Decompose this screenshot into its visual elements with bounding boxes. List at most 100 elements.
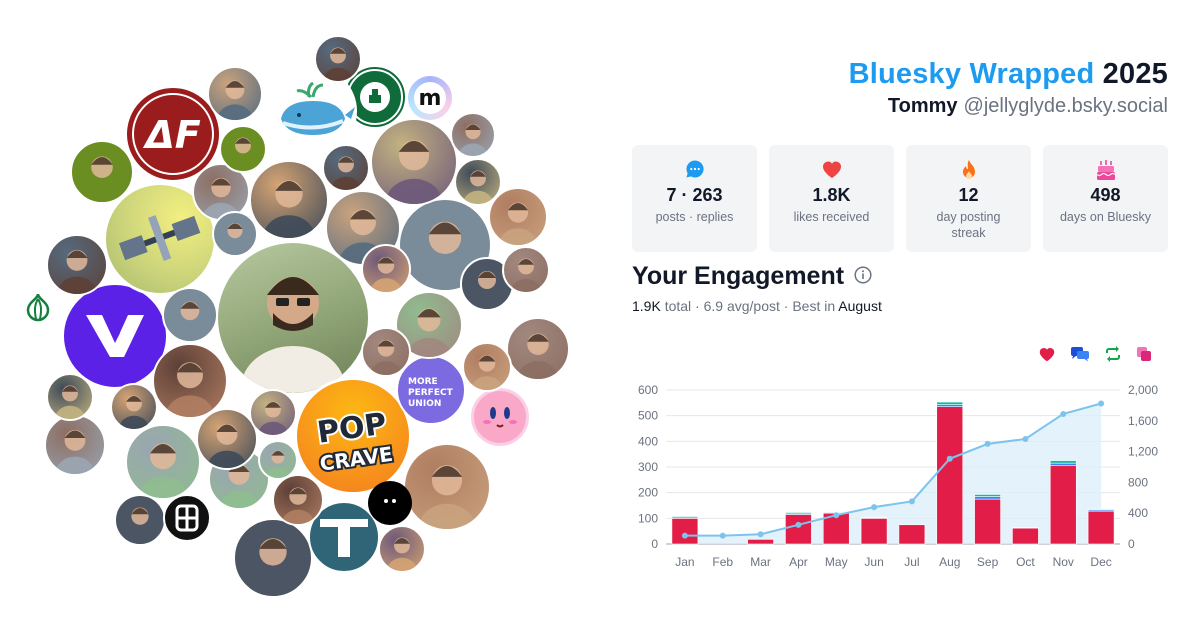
cumulative-point	[908, 498, 915, 505]
cumulative-point	[719, 532, 726, 539]
avatar	[322, 144, 370, 192]
x-tick-label: Apr	[789, 555, 808, 569]
avatar	[125, 424, 201, 500]
avatar	[502, 246, 550, 294]
reply-icon	[1070, 346, 1090, 362]
avatar	[258, 440, 298, 480]
stat-value: 7 · 263	[666, 185, 723, 205]
bar-segment	[936, 404, 964, 407]
avatar	[215, 240, 371, 396]
avatar	[361, 244, 411, 294]
cumulative-line	[684, 402, 1102, 537]
bar-segment	[1012, 527, 1039, 545]
stat-days: 498 days on Bluesky	[1043, 145, 1168, 252]
cake-icon	[1043, 159, 1168, 181]
avatar	[44, 414, 106, 476]
avatar	[450, 112, 496, 158]
bar-segment	[974, 496, 1001, 500]
avatar	[488, 187, 548, 247]
x-tick-label: Sep	[977, 555, 999, 569]
x-tick-label: Mar	[750, 555, 771, 569]
engagement-title: Your Engagement	[632, 262, 872, 291]
engagement-best-month: August	[838, 298, 882, 314]
bar-segment	[936, 406, 964, 545]
y-tick-label: 500	[638, 409, 658, 423]
stat-streak: 12 day posting streak	[906, 145, 1031, 252]
avatar-bubble-cloud: POP CRAVE ΔF MORE PERFECT UNION m	[22, 35, 570, 598]
info-icon[interactable]	[854, 262, 872, 291]
avatar	[249, 160, 329, 240]
avatar	[70, 140, 134, 204]
y-tick-label: 200	[638, 486, 658, 500]
avatar-monogram	[163, 494, 211, 542]
cumulative-area	[684, 403, 1102, 544]
x-tick-label: May	[825, 555, 848, 569]
y-tick-label: 300	[638, 460, 658, 474]
stat-value: 1.8K	[812, 185, 851, 205]
svg-text:PERFECT: PERFECT	[408, 388, 454, 398]
y-tick-label: 0	[651, 537, 658, 551]
cumulative-point	[984, 440, 991, 447]
title-brand: Bluesky Wrapped	[848, 58, 1095, 90]
page-title: Bluesky Wrapped 2025	[849, 58, 1168, 91]
avatar	[506, 317, 570, 381]
engagement-title-text: Your Engagement	[632, 262, 845, 290]
header: Bluesky Wrapped 2025 Tommy @jellyglyde.bs…	[849, 58, 1168, 118]
avatar-black-cat	[368, 481, 412, 525]
stat-likes: 1.8K likes received	[769, 145, 894, 252]
speech-bubble-icon	[632, 159, 757, 181]
avatar-space-station	[103, 182, 217, 296]
stat-label: day posting streak	[936, 210, 1001, 240]
avatar	[249, 389, 297, 437]
bar-segment	[936, 401, 964, 405]
svg-text:m: m	[419, 86, 442, 111]
avatar	[361, 327, 411, 377]
display-name: Tommy	[887, 95, 958, 117]
avatar	[46, 373, 94, 421]
avatar	[403, 443, 491, 531]
bar-segment	[785, 514, 812, 545]
avatar	[398, 198, 492, 292]
avatar-kirby	[469, 386, 531, 448]
user-line: Tommy @jellyglyde.bsky.social	[849, 95, 1168, 118]
y2-tick-label: 1,200	[1128, 445, 1158, 459]
avatar	[196, 408, 258, 470]
bar-segment	[671, 515, 699, 518]
avatar-verge	[61, 282, 169, 390]
bar-segment	[898, 524, 926, 545]
x-tick-label: Nov	[1053, 555, 1074, 569]
cumulative-point	[833, 512, 840, 519]
y2-tick-label: 400	[1128, 506, 1148, 520]
avatar-pop-crave: POP CRAVE	[294, 377, 412, 495]
bar-segment	[747, 539, 774, 545]
bar-segment	[974, 498, 1001, 545]
engagement-summary: 1.9K total · 6.9 avg/post · Best in Augu…	[632, 298, 882, 314]
cumulative-point	[871, 504, 878, 511]
onion-icon	[22, 291, 54, 323]
cumulative-point	[946, 455, 953, 462]
x-tick-label: Feb	[712, 555, 733, 569]
bar-segment	[1012, 527, 1039, 529]
svg-text:ΔF: ΔF	[142, 113, 200, 157]
svg-text:MORE: MORE	[408, 377, 438, 387]
bar-segment	[860, 518, 888, 545]
bar-segment	[860, 516, 888, 518]
x-tick-label: Jan	[675, 555, 694, 569]
bar-segment	[1087, 510, 1115, 545]
avatar	[212, 211, 258, 257]
bar-segment	[1087, 508, 1115, 511]
avatar	[207, 66, 263, 122]
cumulative-point	[1022, 435, 1029, 442]
avatar	[114, 494, 166, 546]
avatar	[378, 525, 426, 573]
avatar	[46, 234, 108, 296]
x-tick-label: Jun	[864, 555, 883, 569]
x-tick-label: Oct	[1016, 555, 1035, 569]
bar-segment	[974, 494, 1001, 497]
y2-tick-label: 1,600	[1128, 414, 1158, 428]
avatar-whale	[269, 67, 357, 155]
x-tick-label: Aug	[939, 555, 960, 569]
stat-label: days on Bluesky	[1059, 210, 1152, 224]
svg-text:UNION: UNION	[408, 399, 441, 409]
title-year: 2025	[1102, 58, 1168, 90]
